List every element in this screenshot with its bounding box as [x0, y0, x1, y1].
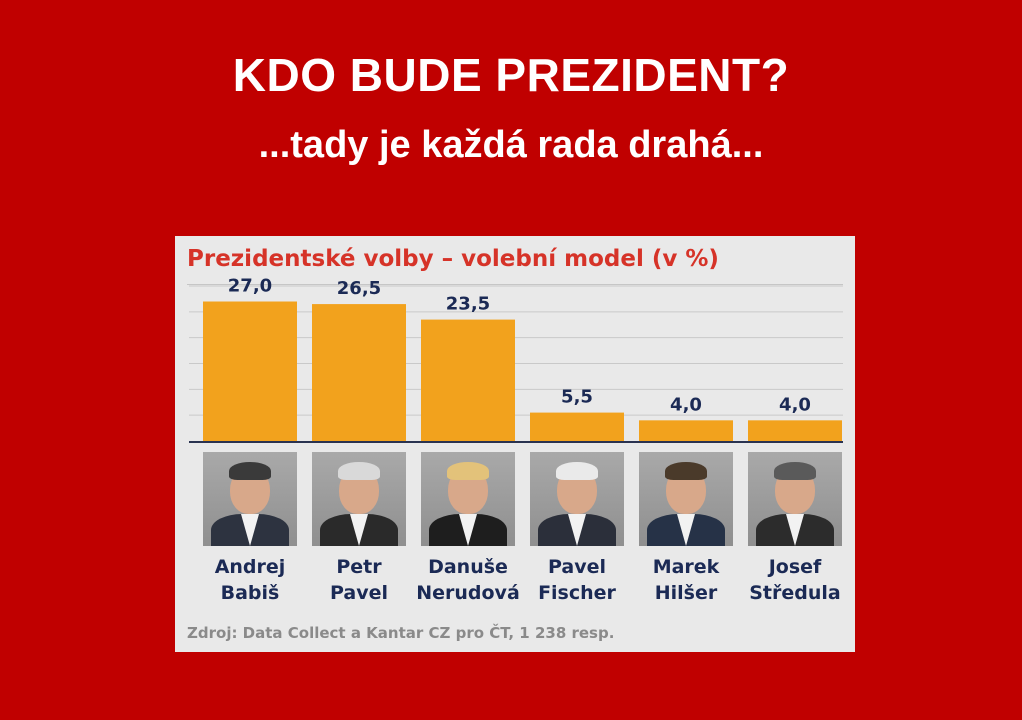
candidate-name: Petr Pavel	[304, 554, 414, 606]
bar-5	[748, 420, 842, 441]
candidate-last-name: Nerudová	[416, 582, 520, 604]
candidate-last-name: Hilšer	[654, 582, 718, 604]
candidate-name: Danuše Nerudová	[413, 554, 523, 606]
candidate-name: Pavel Fischer	[522, 554, 632, 606]
bar-value-label-5: 4,0	[779, 394, 811, 415]
candidate-first-name: Petr	[336, 556, 382, 578]
bar-3	[530, 412, 624, 441]
subheadline: ...tady je každá rada drahá...	[258, 124, 764, 166]
bar-value-label-2: 23,5	[446, 294, 490, 315]
title-divider	[187, 284, 843, 285]
candidate-first-name: Marek	[652, 556, 720, 578]
bar-1	[312, 304, 406, 441]
headline: KDO BUDE PREZIDENT?	[232, 49, 790, 101]
candidate-first-name: Danuše	[428, 556, 508, 578]
bar-2	[421, 319, 515, 441]
candidate-name: Josef Středula	[740, 554, 850, 606]
candidate-name: Marek Hilšer	[631, 554, 741, 606]
candidate-first-name: Pavel	[547, 556, 607, 578]
candidate-last-name: Babiš	[220, 582, 280, 604]
portrait-marek-hilser-icon	[639, 452, 733, 546]
candidate-name: Andrej Babiš	[195, 554, 305, 606]
bar-4	[639, 420, 733, 441]
bar-value-label-0: 27,0	[228, 276, 272, 297]
portrait-pavel-fischer-icon	[530, 452, 624, 546]
candidate-first-name: Andrej	[214, 556, 286, 578]
candidate-first-name: Josef	[768, 556, 822, 578]
portrait-petr-pavel-icon	[312, 452, 406, 546]
source-note: Zdroj: Data Collect a Kantar CZ pro ČT, …	[187, 624, 615, 642]
bar-value-label-4: 4,0	[670, 394, 702, 415]
portrait-andrej-babis-icon	[203, 452, 297, 546]
candidate-last-name: Pavel	[329, 582, 389, 604]
portrait-josef-stredula-icon	[748, 452, 842, 546]
candidate-last-name: Středula	[749, 582, 841, 604]
portrait-danuse-nerudova-icon	[421, 452, 515, 546]
bar-chart: 27,0 26,5 23,5 5,5 4,0 4,0	[189, 276, 843, 443]
bar-0	[203, 301, 297, 441]
bar-value-label-3: 5,5	[561, 387, 593, 408]
candidate-last-name: Fischer	[538, 582, 616, 604]
bar-value-label-1: 26,5	[337, 278, 381, 299]
chart-title: Prezidentské volby – volební model (v %)	[187, 246, 719, 272]
chart-card: Prezidentské volby – volební model (v %)…	[175, 236, 855, 652]
